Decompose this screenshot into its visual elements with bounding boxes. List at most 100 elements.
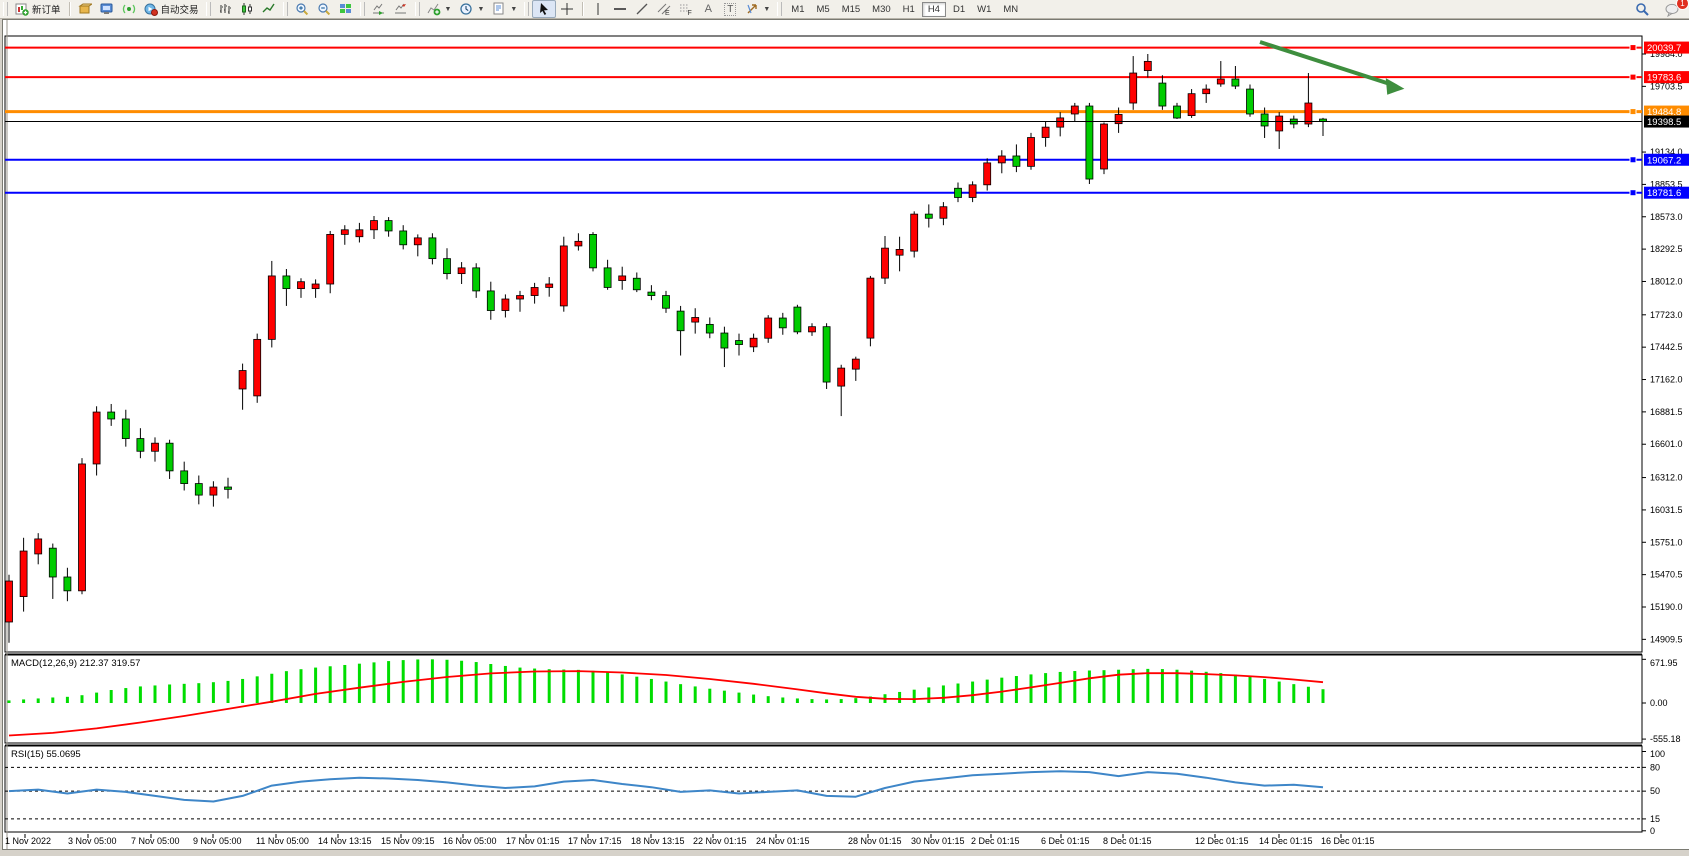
- line-chart-icon[interactable]: [258, 1, 280, 17]
- candle-body: [720, 332, 729, 349]
- bar-chart-icon[interactable]: [214, 1, 236, 17]
- price-line-label: [1644, 186, 1689, 199]
- candle-body: [778, 317, 787, 329]
- candle-body: [1012, 155, 1021, 167]
- candle-body: [808, 326, 816, 333]
- zoom-in-icon[interactable]: [291, 1, 313, 17]
- candle-body: [1231, 78, 1240, 87]
- auto-scroll-icon[interactable]: [368, 1, 390, 17]
- timeframe-m15[interactable]: M15: [841, 3, 861, 15]
- timeframe-m30[interactable]: M30: [872, 3, 891, 15]
- candle-body: [253, 338, 262, 397]
- line-handle[interactable]: [1629, 189, 1637, 197]
- indicators-button[interactable]: ▼: [423, 1, 456, 17]
- candle-body: [1202, 88, 1211, 95]
- notification-badge: 1: [1676, 0, 1689, 10]
- price-chart[interactable]: 19984.0 19703.5 19134.0 18853.5 18573.0 18292…: [3, 20, 1689, 849]
- channel-icon[interactable]: E: [653, 1, 675, 17]
- line-handle[interactable]: [1629, 73, 1637, 81]
- new-order-button[interactable]: 新订单: [11, 1, 65, 17]
- periods-button[interactable]: ▼: [455, 1, 488, 17]
- candle-body: [297, 281, 305, 290]
- candle-body: [632, 277, 641, 291]
- timeframe-mn[interactable]: MN: [1003, 3, 1019, 15]
- chart-shift-icon[interactable]: [390, 1, 412, 17]
- monitor-icon[interactable]: [96, 1, 118, 17]
- svg-text:19484.8: 19484.8: [1647, 107, 1681, 118]
- horizontal-line-icon[interactable]: [609, 1, 631, 17]
- price-line-label: [1644, 105, 1689, 118]
- candle-body: [399, 230, 408, 246]
- line-handle[interactable]: [1629, 44, 1637, 52]
- candle-body: [793, 306, 802, 333]
- tile-windows-icon[interactable]: [335, 1, 357, 17]
- candle-body: [151, 442, 159, 452]
- cursor-icon[interactable]: [532, 0, 557, 18]
- date-label: 14 Dec 01:15: [1259, 836, 1313, 846]
- candle-body: [997, 155, 1006, 164]
- candle-body: [370, 220, 378, 231]
- candle-body: [968, 184, 977, 198]
- notifications-button[interactable]: 1: [1661, 0, 1689, 17]
- candle-body: [822, 326, 831, 383]
- candle-body: [603, 267, 612, 288]
- timeframe-w1[interactable]: W1: [977, 3, 992, 15]
- candle-body: [851, 358, 860, 370]
- vertical-line-icon[interactable]: [587, 1, 609, 17]
- cube-icon[interactable]: [74, 1, 96, 17]
- signal-icon[interactable]: [118, 1, 140, 17]
- date-label: 17 Nov 01:15: [506, 836, 560, 846]
- timeframe-m1[interactable]: M1: [791, 3, 805, 15]
- templates-button[interactable]: ▼: [488, 1, 521, 17]
- fibonacci-icon[interactable]: F: [675, 1, 697, 17]
- line-handle[interactable]: [1629, 156, 1637, 164]
- candle-body: [895, 249, 904, 256]
- time-axis[interactable]: 1 Nov 2022 3 Nov 05:00 7 Nov 05:00 9 Nov 05…: [5, 834, 1375, 846]
- price-tick-label: 16881.5: [1650, 407, 1683, 417]
- chevron-down-icon: ▼: [477, 5, 485, 13]
- timeframe-h1[interactable]: H1: [902, 3, 915, 15]
- date-label: 28 Nov 01:15: [848, 836, 902, 846]
- price-tick-label: 18012.0: [1650, 276, 1683, 286]
- price-tick-label: 18292.5: [1650, 244, 1683, 254]
- timeframe-h4[interactable]: H4: [921, 1, 946, 17]
- shapes-button[interactable]: ▼: [741, 1, 774, 17]
- search-icon[interactable]: [1631, 1, 1653, 17]
- chevron-down-icon: ▼: [763, 5, 771, 13]
- crosshair-icon[interactable]: [556, 1, 578, 17]
- price-axis[interactable]: 19984.0 19703.5 19134.0 18853.5 18573.0 18292…: [1642, 49, 1683, 644]
- candle-body: [48, 547, 57, 578]
- rsi-line: [8, 770, 1324, 803]
- date-label: 1 Nov 2022: [5, 836, 51, 846]
- line-handle[interactable]: [1629, 108, 1637, 116]
- candle-body: [1085, 105, 1094, 180]
- svg-text:19398.5: 19398.5: [1647, 117, 1681, 128]
- autotrade-button[interactable]: 自动交易: [140, 1, 203, 17]
- candle-body: [326, 234, 335, 285]
- price-tick-label: 17723.0: [1650, 310, 1683, 320]
- candle-body: [1143, 60, 1152, 72]
- candles: [5, 54, 1327, 643]
- candle-body: [1216, 78, 1225, 85]
- trend-arrow[interactable]: [1259, 40, 1394, 87]
- zoom-out-icon[interactable]: [313, 1, 335, 17]
- chart-pane[interactable]: [4, 654, 1643, 744]
- label-icon[interactable]: T: [719, 1, 741, 17]
- text-icon[interactable]: A: [704, 3, 713, 15]
- macd-pane[interactable]: MACD(12,26,9) 212.37 319.57 671.95 0.00 -55…: [7, 658, 1681, 744]
- price-tick-label: 17162.0: [1650, 375, 1683, 385]
- candle-body: [1158, 82, 1167, 107]
- macd-scale-label: -555.18: [1650, 734, 1681, 744]
- candle-body: [486, 290, 495, 311]
- date-label: 15 Nov 09:15: [381, 836, 435, 846]
- chart-pane[interactable]: [4, 745, 1643, 833]
- trendline-icon[interactable]: [631, 1, 653, 17]
- timeframe-d1[interactable]: D1: [952, 3, 966, 15]
- rsi-scale-label: 100: [1650, 749, 1665, 759]
- candlestick-icon[interactable]: [236, 1, 258, 17]
- candle-body: [107, 411, 116, 420]
- rsi-pane[interactable]: RSI(15) 55.0695 100 80 50 15 0: [5, 749, 1665, 836]
- timeframe-m5[interactable]: M5: [816, 3, 830, 15]
- date-label: 24 Nov 01:15: [756, 836, 810, 846]
- candle-body: [136, 438, 145, 452]
